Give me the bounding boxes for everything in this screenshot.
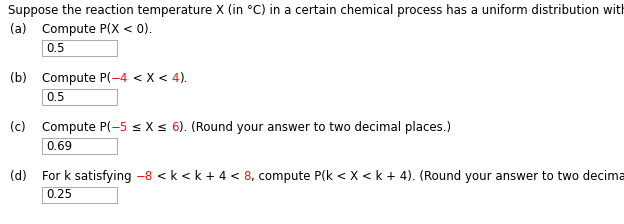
Text: Compute P(X < 0).: Compute P(X < 0). xyxy=(42,23,152,36)
Text: (in °C) in a certain chemical process has a uniform distribution with: (in °C) in a certain chemical process ha… xyxy=(224,4,624,17)
Text: Compute P(: Compute P( xyxy=(42,121,111,134)
Text: 0.69: 0.69 xyxy=(47,140,72,153)
Text: ). (Round your answer to two decimal places.): ). (Round your answer to two decimal pla… xyxy=(178,121,451,134)
Text: Suppose the reaction temperature: Suppose the reaction temperature xyxy=(8,4,216,17)
Text: For k satisfying: For k satisfying xyxy=(42,170,135,183)
Text: ≤ X ≤: ≤ X ≤ xyxy=(129,121,171,134)
Text: −4: −4 xyxy=(111,72,129,85)
Text: ).: ). xyxy=(179,72,187,85)
Text: −8: −8 xyxy=(135,170,153,183)
Text: 0.25: 0.25 xyxy=(47,189,72,202)
Text: (a): (a) xyxy=(10,23,26,36)
Text: 6: 6 xyxy=(171,121,178,134)
Text: < k < k + 4 <: < k < k + 4 < xyxy=(153,170,243,183)
Text: 0.5: 0.5 xyxy=(47,41,65,54)
Text: < X <: < X < xyxy=(129,72,172,85)
Text: 4: 4 xyxy=(172,72,179,85)
Text: (b): (b) xyxy=(10,72,27,85)
Text: Compute P(: Compute P( xyxy=(42,72,111,85)
Text: −5: −5 xyxy=(111,121,129,134)
Text: 8: 8 xyxy=(243,170,251,183)
Text: 0.5: 0.5 xyxy=(47,90,65,103)
Text: , compute P(k < X < k + 4). (Round your answer to two decimal places.): , compute P(k < X < k + 4). (Round your … xyxy=(251,170,624,183)
Text: X: X xyxy=(216,4,224,17)
Text: (c): (c) xyxy=(10,121,26,134)
Text: (d): (d) xyxy=(10,170,27,183)
